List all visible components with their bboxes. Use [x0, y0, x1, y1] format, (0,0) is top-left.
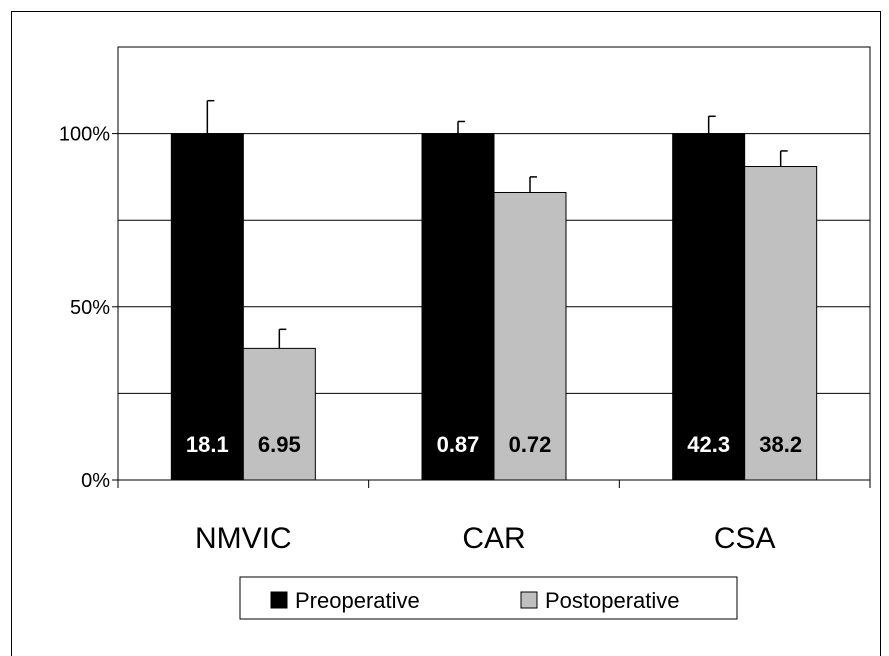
data-label: 6.95 [258, 432, 301, 457]
x-tick-label: CSA [714, 522, 776, 555]
x-tick-label: CAR [462, 522, 525, 555]
bar [672, 133, 746, 481]
data-label: 0.87 [437, 432, 480, 457]
bar [493, 191, 567, 481]
chart-frame [11, 11, 881, 656]
bars: 18.1 0.87 42.3 6.95 0.72 38.2 [170, 99, 818, 481]
legend-swatch [270, 591, 288, 609]
bar [421, 133, 495, 481]
data-label: 38.2 [759, 432, 802, 457]
data-label: 0.72 [509, 432, 552, 457]
y-tick-label: 0% [81, 470, 110, 492]
legend: Preoperative Postoperative [239, 576, 738, 620]
legend-swatch [520, 591, 538, 609]
data-label: 18.1 [186, 432, 229, 457]
legend-box [239, 576, 738, 620]
bar [744, 166, 818, 481]
data-label: 42.3 [687, 432, 730, 457]
bar [242, 347, 316, 481]
legend-label: Preoperative [295, 588, 420, 613]
x-tick-label: NMVIC [195, 522, 292, 555]
bar [170, 133, 244, 481]
legend-label: Postoperative [545, 588, 680, 613]
y-tick-label: 100% [59, 124, 110, 146]
x-axis: NMVIC CAR CSA [117, 480, 871, 555]
y-axis: 0% 50% 100% [59, 124, 118, 492]
y-tick-label: 50% [70, 297, 110, 319]
